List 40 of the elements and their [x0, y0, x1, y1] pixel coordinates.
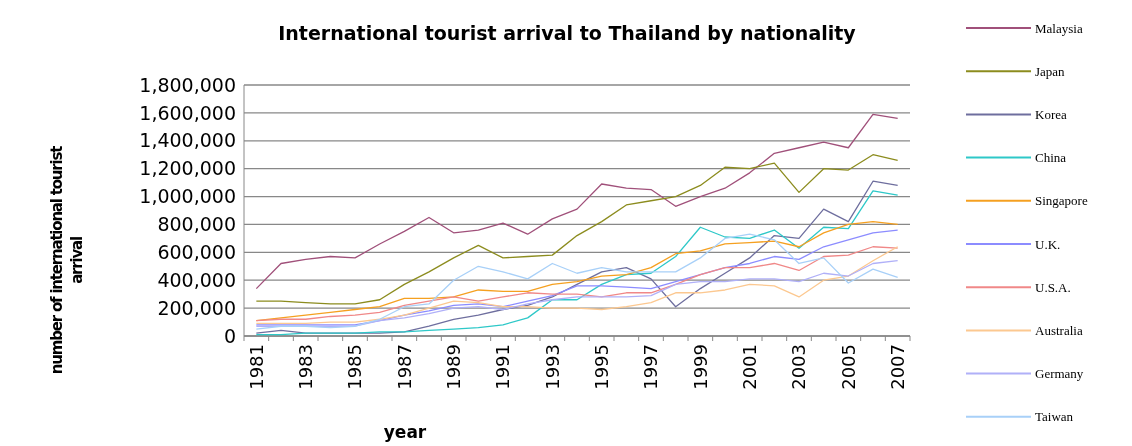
y-tick-label: 0: [223, 324, 236, 347]
y-tick-label: 1,400,000: [139, 129, 236, 152]
x-tick-label: 1999: [689, 344, 711, 390]
x-tick-label: 1993: [541, 344, 563, 390]
y-tick-label: 200,000: [157, 296, 236, 319]
legend-label: China: [1035, 150, 1067, 166]
y-tick-label: 1,600,000: [139, 101, 236, 124]
y-tick-label: 1,200,000: [139, 157, 236, 180]
legend-label: U.S.A.: [1035, 279, 1071, 295]
y-tick-label: 1,000,000: [139, 185, 236, 208]
legend-label: Japan: [1035, 63, 1066, 79]
x-tick-label: 1981: [245, 344, 267, 390]
legend-label: Korea: [1035, 106, 1067, 122]
x-axis-title: year: [383, 422, 427, 442]
legend-label: Australia: [1035, 322, 1083, 338]
line-series: [255, 113, 899, 290]
line-series: [255, 154, 899, 305]
x-tick-label: 1983: [294, 344, 316, 390]
x-tick-label: 2001: [738, 344, 760, 390]
x-tick-label: 2003: [788, 344, 810, 390]
legend-label: U.K.: [1035, 236, 1061, 252]
x-tick-label: 1985: [344, 344, 366, 390]
legend-label: Germany: [1035, 366, 1084, 382]
legend-label: Malaysia: [1035, 20, 1083, 36]
x-tick-label: 1995: [590, 344, 612, 390]
x-tick-label: 1991: [492, 344, 514, 390]
legend-label: Singapore: [1035, 193, 1088, 209]
y-tick-label: 400,000: [157, 268, 236, 291]
y-tick-label: 800,000: [157, 213, 236, 236]
x-tick-label: 2005: [837, 344, 859, 390]
x-tick-label: 1997: [640, 344, 662, 390]
y-axis-title: number of international tourist arrival: [48, 145, 86, 375]
x-tick-label: 2007: [886, 344, 908, 390]
y-tick-label: 600,000: [157, 240, 236, 263]
x-tick-label: 1989: [442, 344, 464, 390]
y-tick-label: 1,800,000: [139, 73, 236, 96]
chart-title: International tourist arrival to Thailand by nationality: [278, 22, 857, 44]
legend-label: Taiwan: [1035, 409, 1074, 425]
line-series: [255, 260, 899, 327]
x-tick-label: 1987: [393, 344, 415, 390]
